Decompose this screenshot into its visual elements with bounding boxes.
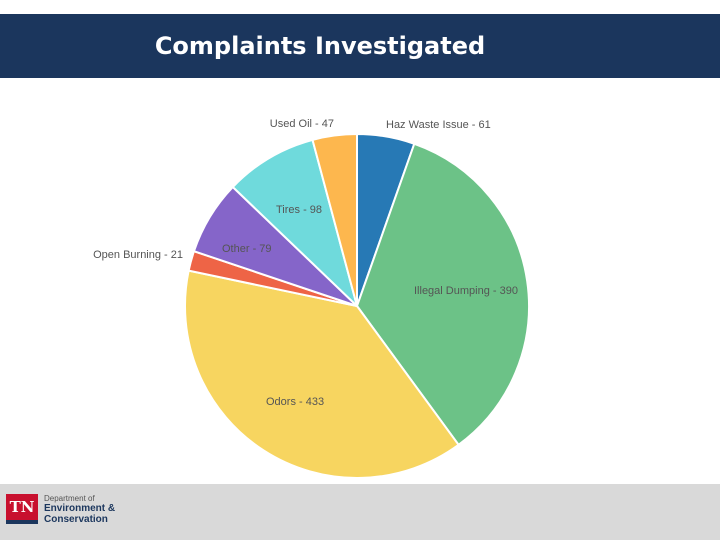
footer-bar: TN Department of Environment & Conservat… [0, 484, 720, 540]
slice-label-odors: Odors - 433 [266, 396, 324, 408]
pie-slice-used-oil [311, 132, 358, 307]
tdec-logo: TN Department of Environment & Conservat… [6, 494, 115, 525]
slice-label-tires: Tires - 98 [276, 204, 322, 216]
logo-department-text: Department of [44, 494, 95, 503]
slice-label-used-oil: Used Oil - 47 [270, 118, 334, 130]
logo-environment-text: Environment & [44, 503, 116, 514]
slice-label-haz-waste-issue: Haz Waste Issue - 61 [386, 119, 491, 131]
slice-label-illegal-dumping: Illegal Dumping - 390 [414, 285, 518, 297]
pie-chart: Haz Waste Issue - 61 Illegal Dumping - 39… [93, 118, 530, 479]
pie-slice-illegal-dumping [355, 142, 530, 447]
slice-label-other: Other - 79 [222, 243, 272, 255]
logo-conservation-text: Conservation [44, 514, 108, 525]
title-bar: Complaints Investigated [0, 14, 720, 78]
pie-slice-tires [231, 138, 359, 310]
page-title: Complaints Investigated [154, 32, 486, 60]
tn-logo-mark: TN [6, 494, 38, 524]
slice-label-open-burning: Open Burning - 21 [93, 249, 183, 261]
pie-slice-odors [184, 269, 460, 479]
